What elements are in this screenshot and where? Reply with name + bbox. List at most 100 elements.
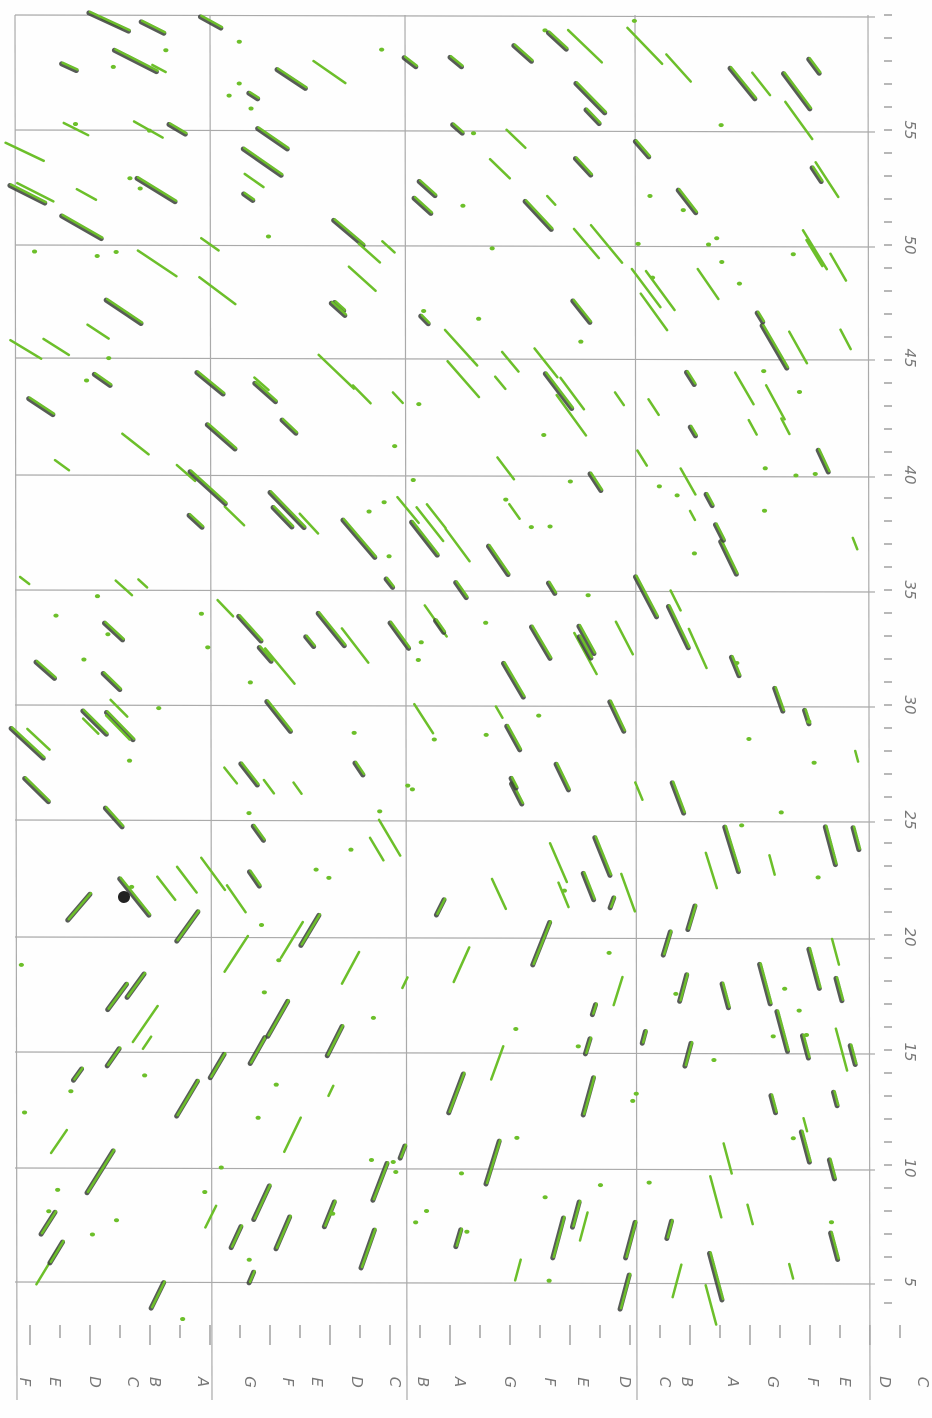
dot bbox=[55, 1188, 60, 1192]
scale-label: 35 bbox=[901, 580, 919, 599]
dot bbox=[578, 340, 583, 344]
dot bbox=[647, 194, 652, 198]
dot bbox=[106, 356, 111, 360]
dot bbox=[586, 593, 591, 597]
dot bbox=[352, 731, 357, 735]
dot bbox=[432, 737, 437, 741]
dot bbox=[797, 390, 802, 394]
dot bbox=[416, 402, 421, 406]
letter-label: F bbox=[804, 1378, 822, 1387]
letter-label: A bbox=[724, 1376, 742, 1387]
dot bbox=[804, 1033, 809, 1037]
dot bbox=[657, 484, 662, 488]
blob bbox=[118, 891, 130, 903]
dot bbox=[632, 19, 637, 23]
dot bbox=[366, 510, 371, 514]
letter-label: G bbox=[501, 1376, 519, 1388]
scale-label: 20 bbox=[901, 927, 919, 946]
letter-label: F bbox=[279, 1378, 297, 1387]
dot bbox=[105, 632, 110, 636]
dot bbox=[348, 848, 353, 852]
letter-label: G bbox=[241, 1376, 259, 1388]
dot bbox=[598, 1183, 603, 1187]
dot bbox=[791, 252, 796, 256]
dot bbox=[424, 1209, 429, 1213]
dot bbox=[471, 131, 476, 135]
dot bbox=[379, 48, 384, 52]
dot bbox=[202, 1190, 207, 1194]
dot bbox=[746, 737, 751, 741]
letter-label: C bbox=[124, 1377, 142, 1388]
dot bbox=[114, 250, 119, 254]
dot bbox=[274, 1083, 279, 1087]
dot bbox=[410, 787, 415, 791]
dot bbox=[413, 1220, 418, 1224]
dot bbox=[46, 1209, 51, 1213]
scale-label: 45 bbox=[901, 348, 919, 367]
dot bbox=[127, 759, 132, 763]
dot bbox=[737, 282, 742, 286]
dot bbox=[84, 378, 89, 382]
dot bbox=[73, 122, 78, 126]
dot bbox=[647, 1181, 652, 1185]
dot bbox=[739, 823, 744, 827]
dot bbox=[68, 1089, 73, 1093]
dot bbox=[714, 236, 719, 240]
dot bbox=[22, 1110, 27, 1114]
letter-label: D bbox=[86, 1376, 104, 1388]
dot bbox=[405, 784, 410, 788]
dot bbox=[262, 990, 267, 994]
dot bbox=[762, 509, 767, 513]
dot bbox=[127, 176, 132, 180]
letter-label: F bbox=[541, 1378, 559, 1387]
dot bbox=[816, 875, 821, 879]
letter-label: C bbox=[656, 1377, 674, 1388]
dot bbox=[111, 65, 116, 69]
dot bbox=[490, 246, 495, 250]
dot bbox=[797, 1009, 802, 1013]
dot bbox=[314, 868, 319, 872]
dot bbox=[248, 107, 253, 111]
letter-label: B bbox=[146, 1377, 164, 1387]
dot bbox=[543, 1195, 548, 1199]
dot bbox=[541, 433, 546, 437]
scale-label: 25 bbox=[901, 810, 919, 829]
dot bbox=[719, 260, 724, 264]
dot bbox=[19, 963, 24, 967]
scale-label: 5 bbox=[901, 1277, 919, 1287]
dot bbox=[114, 1218, 119, 1222]
dot bbox=[163, 48, 168, 52]
dot bbox=[464, 1230, 469, 1234]
dot bbox=[576, 1044, 581, 1048]
dot bbox=[547, 1279, 552, 1283]
dot bbox=[32, 250, 37, 254]
dot bbox=[95, 254, 100, 258]
dot bbox=[81, 658, 86, 662]
dot bbox=[547, 525, 552, 529]
dot bbox=[386, 554, 391, 558]
dot bbox=[248, 680, 253, 684]
dot bbox=[411, 478, 416, 482]
letter-label: D bbox=[876, 1376, 894, 1388]
dot bbox=[706, 243, 711, 247]
dot bbox=[330, 1212, 335, 1216]
dot bbox=[681, 208, 686, 212]
dot bbox=[377, 809, 382, 813]
dot bbox=[634, 1092, 639, 1096]
dot bbox=[761, 369, 766, 373]
dot bbox=[763, 466, 768, 470]
dot bbox=[779, 810, 784, 814]
dot bbox=[813, 472, 818, 476]
dot bbox=[675, 493, 680, 497]
scanned-sheet: 555045403530252015105FEDCBAGFEDCBAGFEDCB… bbox=[0, 0, 932, 1418]
dot bbox=[237, 82, 242, 86]
dot bbox=[806, 720, 811, 724]
letter-label: A bbox=[194, 1376, 212, 1387]
dot bbox=[459, 1171, 464, 1175]
dot bbox=[630, 1099, 635, 1103]
letter-label: G bbox=[764, 1376, 782, 1388]
dot bbox=[156, 706, 161, 710]
letter-label: D bbox=[616, 1376, 634, 1388]
dot bbox=[393, 1170, 398, 1174]
dot bbox=[568, 479, 573, 483]
